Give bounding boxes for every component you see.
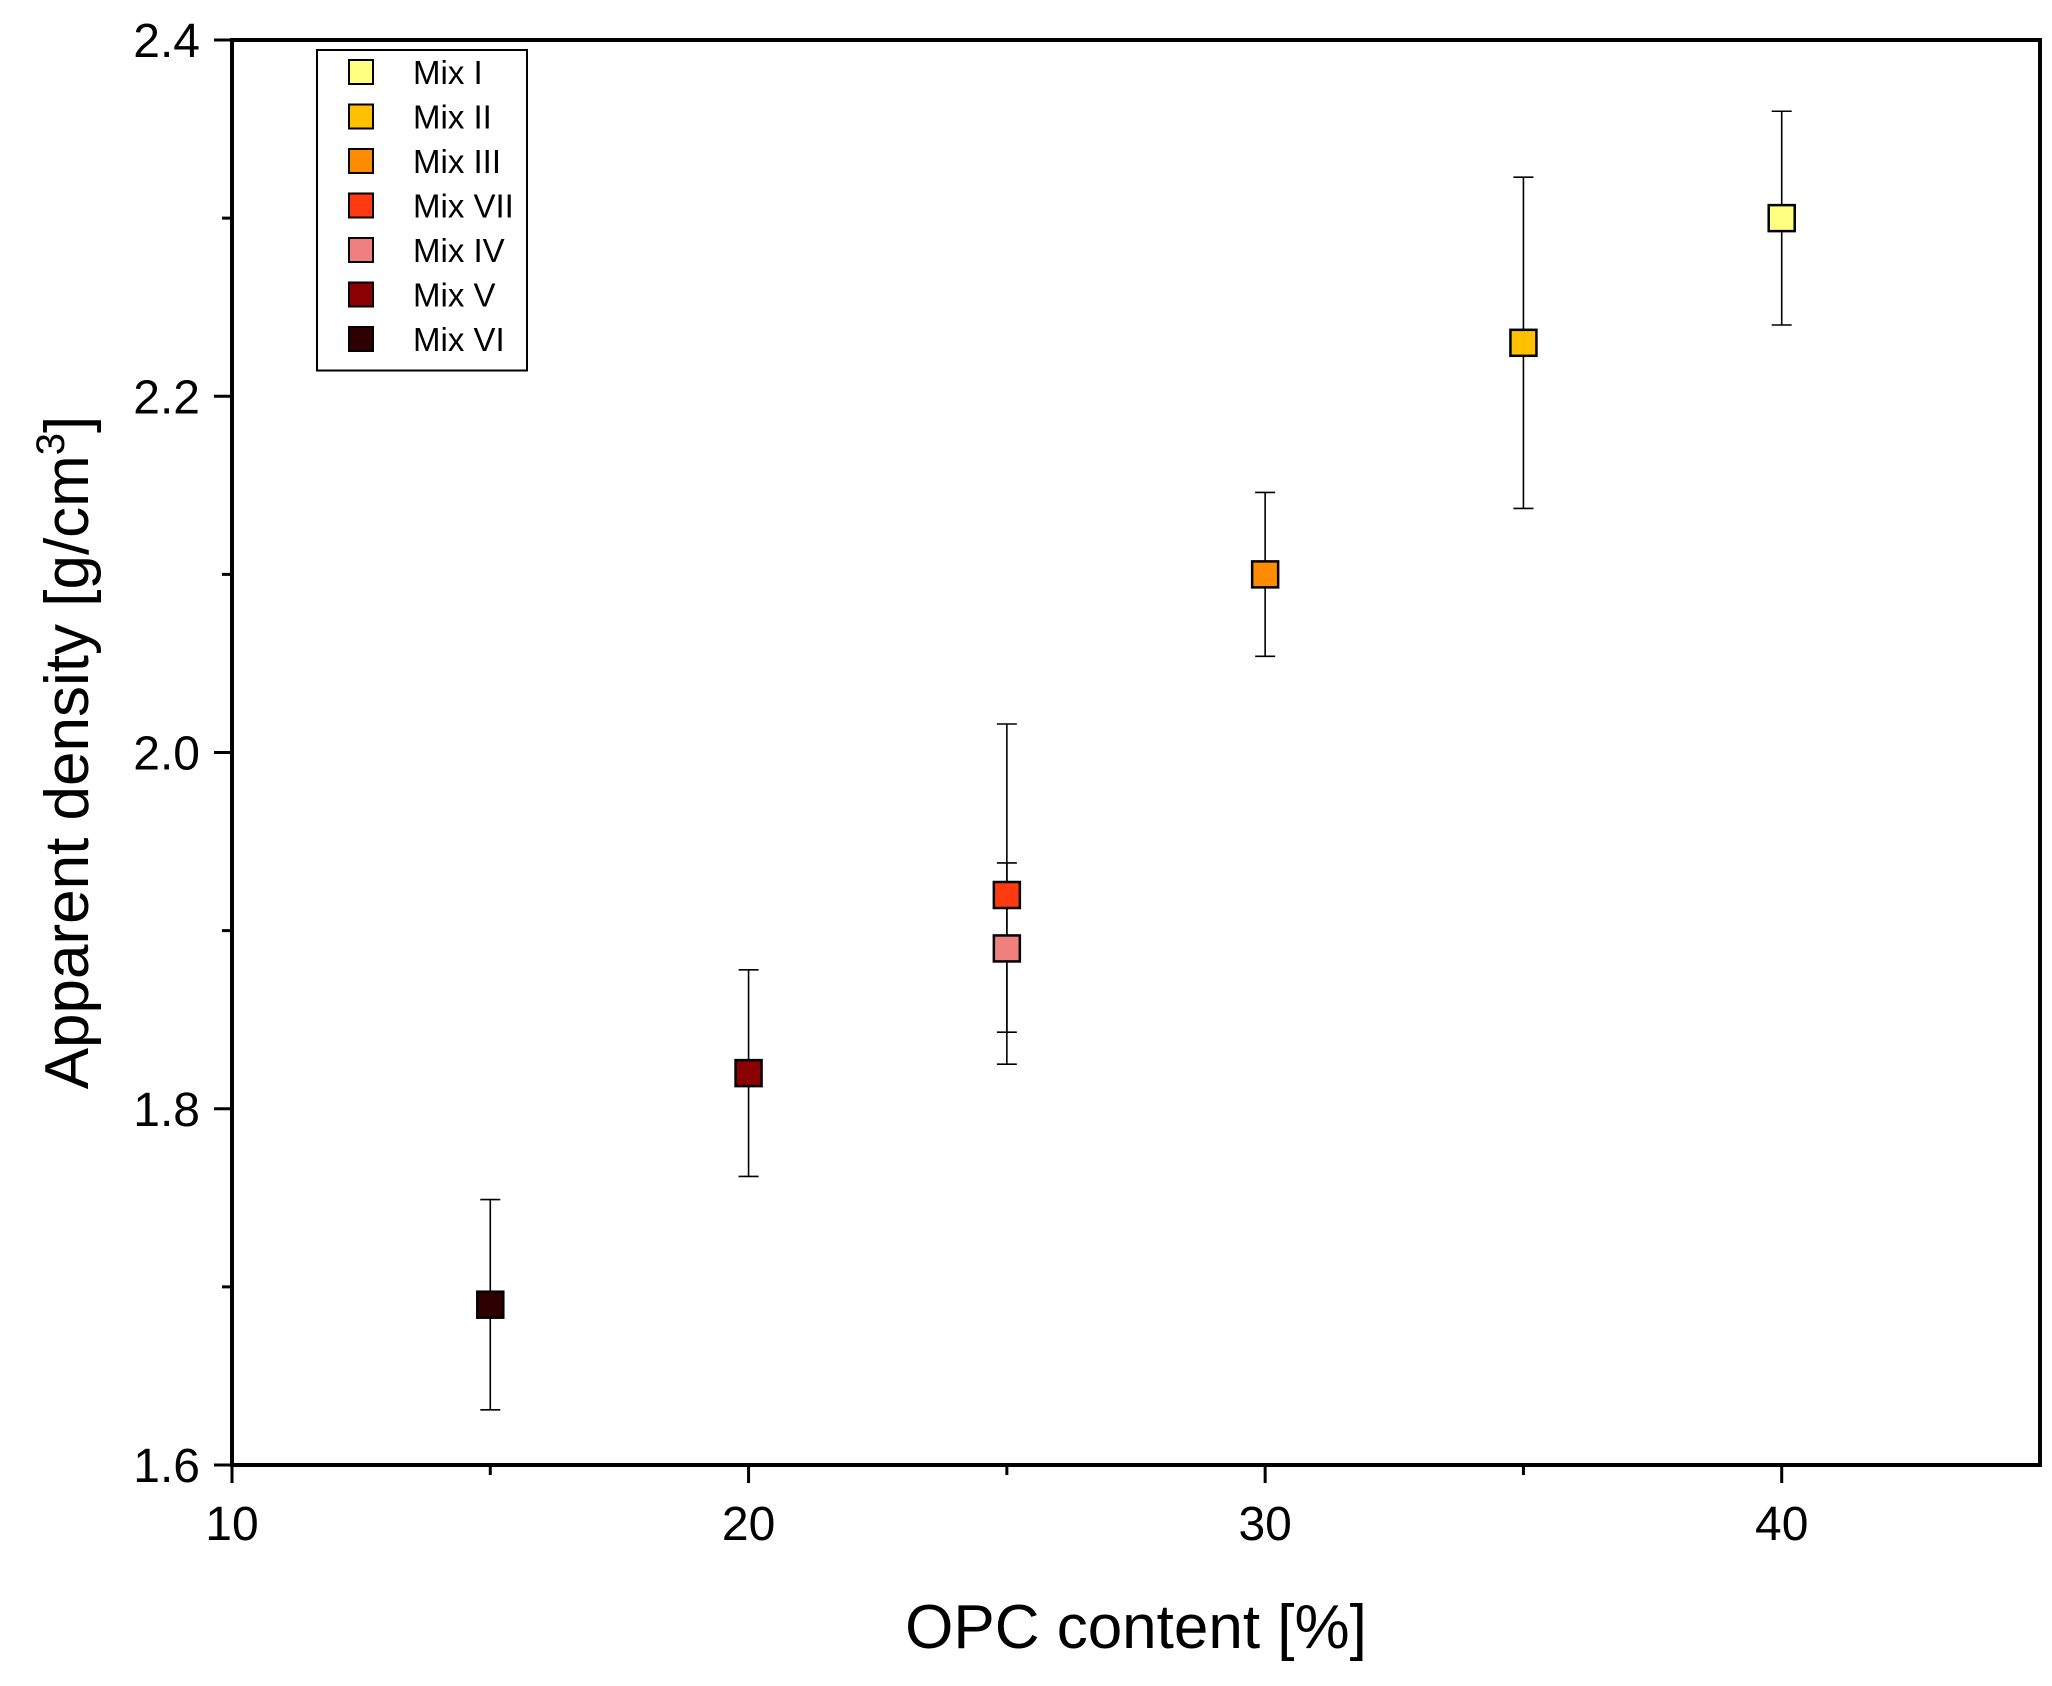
legend-label-mix-i: Mix I <box>413 54 483 91</box>
legend-swatch-mix-v <box>348 281 374 308</box>
legend-label-mix-v: Mix V <box>413 277 496 314</box>
point-mix-i <box>1767 203 1796 233</box>
legend-swatch-mix-iii <box>348 148 374 174</box>
legend-label-mix-iv: Mix IV <box>413 232 505 269</box>
x-tick-label: 40 <box>1755 1498 1808 1551</box>
point-mix-vii <box>992 880 1022 910</box>
point-mix-ii <box>1509 328 1538 358</box>
x-tick-label: 10 <box>205 1498 258 1551</box>
point-mix-iii <box>1250 560 1280 589</box>
point-mix-v <box>734 1058 763 1088</box>
legend-label-mix-vi: Mix VI <box>413 321 505 358</box>
legend-label-mix-iii: Mix III <box>413 143 501 180</box>
legend-swatch-mix-i <box>348 59 374 85</box>
y-tick-label: 2.4 <box>133 15 200 68</box>
y-tick-label: 2.2 <box>133 371 200 424</box>
y-axis-title-superscript: 3 <box>29 433 73 455</box>
y-tick-label: 1.8 <box>133 1084 200 1137</box>
x-axis-ticks: 10 20 30 40 <box>205 1465 1808 1551</box>
legend-swatch-mix-iv <box>348 237 374 263</box>
legend-swatch-mix-ii <box>348 103 374 130</box>
legend-label-mix-vii: Mix VII <box>413 188 514 225</box>
legend-swatch-mix-vii <box>348 192 374 219</box>
y-axis-ticks: 1.6 1.8 2.0 2.2 2.4 <box>133 15 232 1493</box>
legend: Mix I Mix II Mix III Mix VII Mix IV Mix V Mix … <box>316 49 528 372</box>
y-axis-title-main: Apparent density [g/cm <box>33 455 102 1089</box>
y-axis-title: Apparent density [g/cm3] <box>29 416 102 1090</box>
x-tick-label: 30 <box>1238 1498 1291 1551</box>
point-mix-iv <box>992 934 1022 963</box>
legend-swatch-mix-vi <box>348 326 374 352</box>
y-tick-label: 1.6 <box>133 1440 200 1493</box>
error-bars <box>480 110 1792 1411</box>
x-tick-label: 20 <box>722 1498 775 1551</box>
x-axis-title: OPC content [%] <box>905 1593 1367 1662</box>
y-axis-title-close: ] <box>33 416 102 433</box>
legend-label-mix-ii: Mix II <box>413 99 492 136</box>
data-points <box>476 203 1796 1319</box>
point-mix-vi <box>476 1290 505 1319</box>
y-tick-label: 2.0 <box>133 728 200 781</box>
